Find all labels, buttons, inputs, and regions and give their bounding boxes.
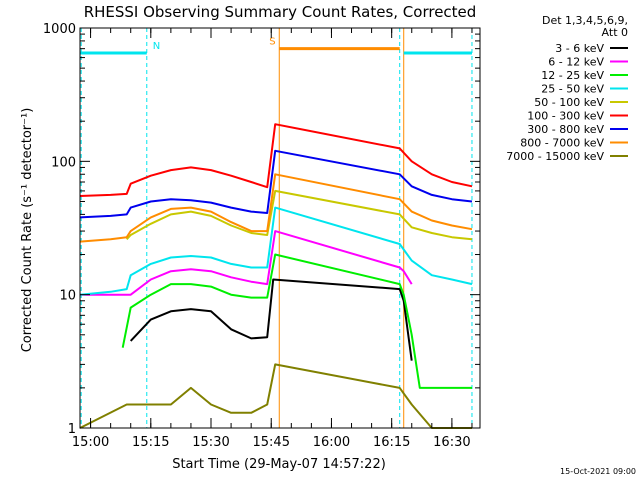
series-line-1 xyxy=(80,230,413,296)
series-line-6 xyxy=(79,149,473,219)
series-line-5 xyxy=(79,123,473,197)
series-line-0 xyxy=(129,278,413,361)
x-tick-label: 16:00 xyxy=(313,435,350,450)
x-tick-label: 15:30 xyxy=(192,435,229,450)
y-tick-label: 100 xyxy=(51,155,76,170)
legend-header: Att 0 xyxy=(602,26,628,39)
plot-frame xyxy=(79,27,481,429)
series-line-7 xyxy=(79,173,473,243)
legend-header: Det 1,3,4,5,6,9, xyxy=(542,14,628,27)
series-line-4 xyxy=(125,189,473,241)
legend-label: 50 - 100 keV xyxy=(534,96,604,109)
legend-label: 300 - 800 keV xyxy=(527,123,604,136)
y-tick-label: 1 xyxy=(68,422,76,437)
y-tick-label: 1000 xyxy=(43,22,76,37)
footer-date: 15-Oct-2021 09:00 xyxy=(560,467,636,476)
x-tick-label: 16:30 xyxy=(433,435,470,450)
legend-label: 25 - 50 keV xyxy=(541,83,604,96)
chart-title: RHESSI Observing Summary Count Rates, Co… xyxy=(84,3,477,21)
x-axis-label: Start Time (29-May-07 14:57:22) xyxy=(172,457,386,472)
series-line-2 xyxy=(121,253,472,389)
flag-label-n: N xyxy=(153,41,160,52)
legend-label: 100 - 300 keV xyxy=(527,110,604,123)
series-line-8 xyxy=(79,363,472,429)
flag-label-s: S xyxy=(269,37,275,48)
legend-label: 12 - 25 keV xyxy=(541,69,604,82)
y-axis-label: Corrected Count Rate (s⁻¹ detector⁻¹) xyxy=(20,108,35,353)
y-tick-label: 10 xyxy=(59,289,76,304)
legend-label: 6 - 12 keV xyxy=(548,56,604,69)
legend-label: 800 - 7000 keV xyxy=(520,137,604,150)
x-tick-label: 16:15 xyxy=(373,435,410,450)
legend-label: 3 - 6 keV xyxy=(555,42,604,55)
x-tick-label: 15:45 xyxy=(253,435,290,450)
series-line-3 xyxy=(79,206,473,296)
x-tick-label: 15:00 xyxy=(72,435,109,450)
x-tick-label: 15:15 xyxy=(132,435,169,450)
legend-label: 7000 - 15000 keV xyxy=(506,150,604,163)
